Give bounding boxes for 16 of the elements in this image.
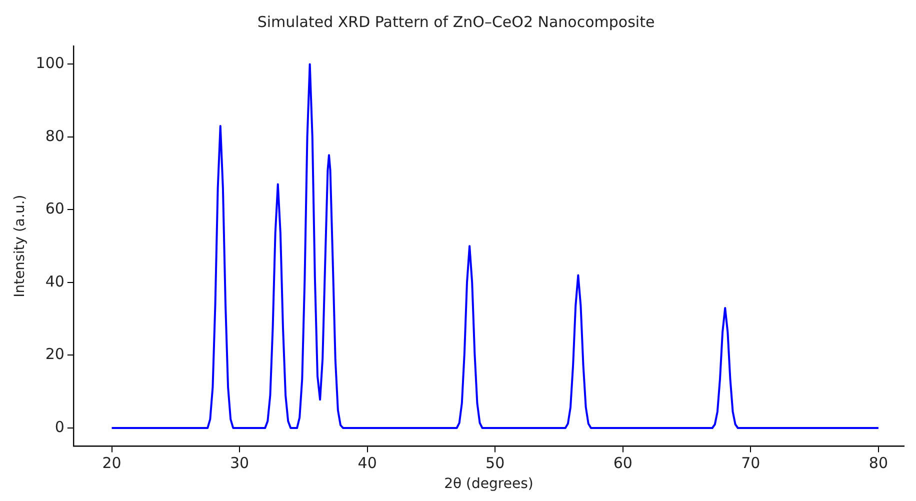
x-axis-title: 2θ (degrees) [444, 476, 534, 492]
y-tick-label: 80 [45, 126, 64, 145]
x-tick-label: 40 [358, 454, 377, 472]
x-tick-label: 60 [613, 454, 632, 472]
x-tick-label: 80 [868, 454, 888, 472]
x-tick-label: 20 [102, 454, 122, 472]
chart-title: Simulated XRD Pattern of ZnO–CeO2 Nanocomposite [257, 12, 655, 31]
y-tick-label: 0 [54, 418, 64, 436]
y-axis-title: Intensity (a.u.) [12, 194, 28, 298]
x-tick-label: 70 [741, 454, 760, 472]
x-tick-label: 50 [486, 454, 505, 472]
y-tick-label: 60 [45, 200, 64, 218]
x-tick-label: 30 [230, 454, 250, 472]
y-tick-label: 20 [45, 345, 64, 364]
y-tick-label: 100 [36, 54, 64, 72]
y-tick-label: 40 [45, 272, 64, 290]
